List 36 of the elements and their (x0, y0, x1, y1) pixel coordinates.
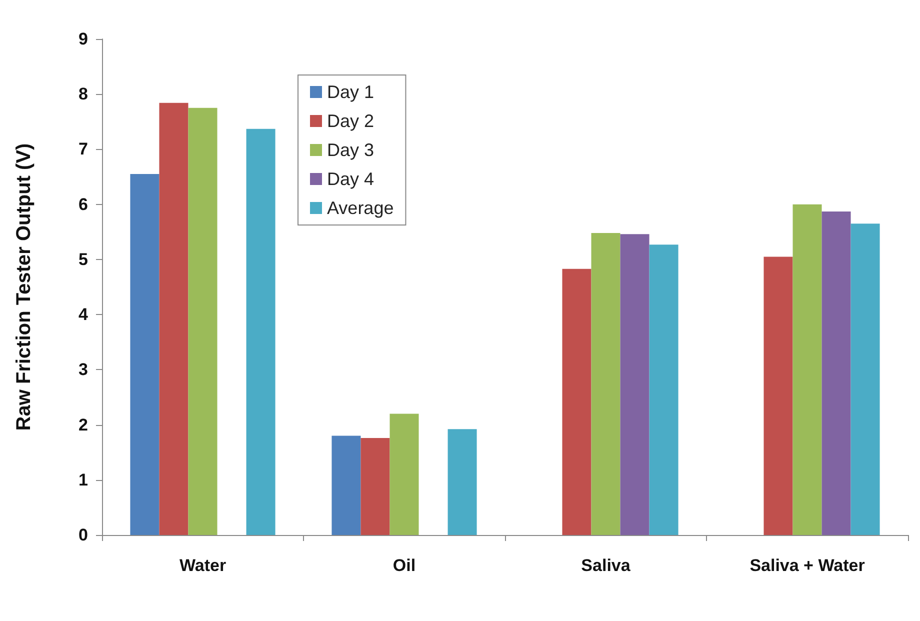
bar (130, 174, 160, 535)
y-tick-label: 8 (78, 84, 88, 104)
legend-label: Day 3 (327, 140, 374, 160)
y-tick-label: 3 (78, 360, 88, 380)
bar (188, 108, 218, 535)
bar (620, 234, 650, 535)
legend-label: Day 1 (327, 82, 374, 102)
y-tick-label: 9 (78, 30, 88, 48)
bar (246, 128, 276, 535)
x-tick-label: Saliva (581, 556, 631, 575)
bar (591, 232, 620, 535)
y-tick-label: 1 (78, 470, 88, 490)
bar (764, 256, 793, 535)
bar (448, 429, 477, 535)
bar (332, 436, 361, 535)
y-tick-label: 2 (78, 415, 88, 434)
y-tick-label: 5 (78, 250, 88, 269)
y-axis-title: Raw Friction Tester Output (V) (13, 143, 35, 431)
y-tick-label: 0 (78, 526, 88, 544)
bar (562, 268, 592, 535)
x-tick-label: Oil (392, 556, 416, 575)
bar (822, 212, 851, 535)
legend-label: Day 2 (327, 111, 374, 131)
bar (649, 244, 678, 535)
y-tick-label: 6 (78, 194, 88, 214)
bar (360, 438, 390, 535)
legend-label: Day 4 (327, 169, 374, 189)
bar (850, 224, 880, 535)
y-tick-label: 4 (78, 305, 89, 324)
x-tick-label: Saliva + Water (750, 556, 866, 575)
x-tick-label: Water (179, 556, 226, 575)
bar (159, 102, 188, 535)
y-tick-label: 7 (78, 140, 88, 159)
bar (390, 414, 419, 535)
bar (792, 204, 822, 535)
legend-label: Average (327, 198, 394, 218)
